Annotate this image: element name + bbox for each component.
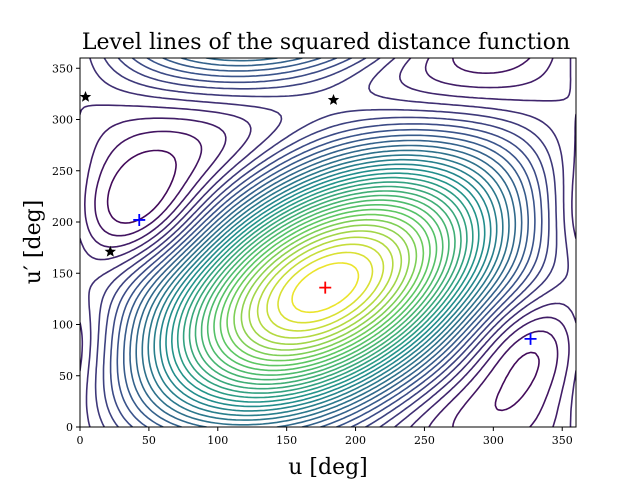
y-tick-label: 200 xyxy=(52,216,73,229)
minimum-plus-marker xyxy=(524,332,537,345)
y-tick-label: 250 xyxy=(52,165,73,178)
x-tick-label: 100 xyxy=(207,434,228,447)
contour-level-10 xyxy=(123,58,529,427)
saddle-star-marker xyxy=(79,90,92,102)
y-tick-label: 50 xyxy=(59,370,73,383)
contour-level-17 xyxy=(165,168,486,408)
contour-level-8 xyxy=(109,58,543,427)
x-axis-ticks: 0 50 100 150 200 250 300 350 xyxy=(77,427,573,447)
contour-level-6 xyxy=(94,58,558,427)
x-tick-label: 150 xyxy=(276,434,297,447)
x-tick-label: 50 xyxy=(142,434,156,447)
x-axis-label: u [deg] xyxy=(288,455,368,480)
contour-level-9 xyxy=(116,58,536,427)
contour-level-29 xyxy=(240,224,410,351)
contour-level-20 xyxy=(182,181,468,394)
contour-level-12 xyxy=(135,58,517,427)
contour-level-11 xyxy=(129,58,523,427)
x-tick-label: 250 xyxy=(414,434,435,447)
contour-level-1 xyxy=(106,149,540,412)
contour-level-4 xyxy=(80,58,576,427)
contour-level-18 xyxy=(171,172,480,403)
saddle-star-marker xyxy=(327,94,340,105)
contour-level-34 xyxy=(291,262,360,314)
saddle-star-marker xyxy=(104,245,117,257)
contour-level-16 xyxy=(159,163,492,412)
contour-level-7 xyxy=(102,58,550,427)
contour-level-26 xyxy=(219,208,431,367)
contour-level-2 xyxy=(94,58,559,427)
y-tick-label: 100 xyxy=(52,319,73,332)
contour-level-28 xyxy=(233,218,418,357)
contour-level-23 xyxy=(200,194,450,381)
y-tick-label: 0 xyxy=(66,421,73,434)
contour-lines xyxy=(80,58,576,427)
y-tick-label: 300 xyxy=(52,114,73,127)
y-axis-ticks: 0 50 100 150 200 250 300 350 xyxy=(52,62,80,434)
y-tick-label: 150 xyxy=(52,267,73,280)
minimum-plus-marker xyxy=(133,213,146,226)
contour-level-33 xyxy=(277,251,374,324)
marker-layer xyxy=(79,90,537,345)
contour-level-25 xyxy=(213,204,438,372)
x-tick-label: 200 xyxy=(345,434,366,447)
y-axis-label: u′ [deg] xyxy=(21,200,46,285)
contour-level-22 xyxy=(194,190,456,385)
contour-level-30 xyxy=(248,230,403,345)
x-tick-label: 300 xyxy=(483,434,504,447)
contour-level-15 xyxy=(153,158,498,417)
chart-title: Level lines of the squared distance func… xyxy=(82,30,570,55)
contour-level-14 xyxy=(147,154,504,421)
plot-frame xyxy=(79,57,577,428)
contour-level-21 xyxy=(188,185,462,390)
contour-level-3 xyxy=(84,58,570,427)
x-tick-label: 0 xyxy=(77,434,84,447)
x-tick-label: 350 xyxy=(552,434,573,447)
contour-level-19 xyxy=(176,176,474,399)
y-tick-label: 350 xyxy=(52,62,73,75)
contour-level-32 xyxy=(266,243,385,332)
contour-level-24 xyxy=(206,199,444,376)
contour-level-27 xyxy=(226,213,425,362)
contour-level-31 xyxy=(256,236,394,339)
maximum-plus-marker xyxy=(319,281,332,294)
contour-level-5 xyxy=(85,58,569,427)
contour-level-13 xyxy=(141,149,510,426)
